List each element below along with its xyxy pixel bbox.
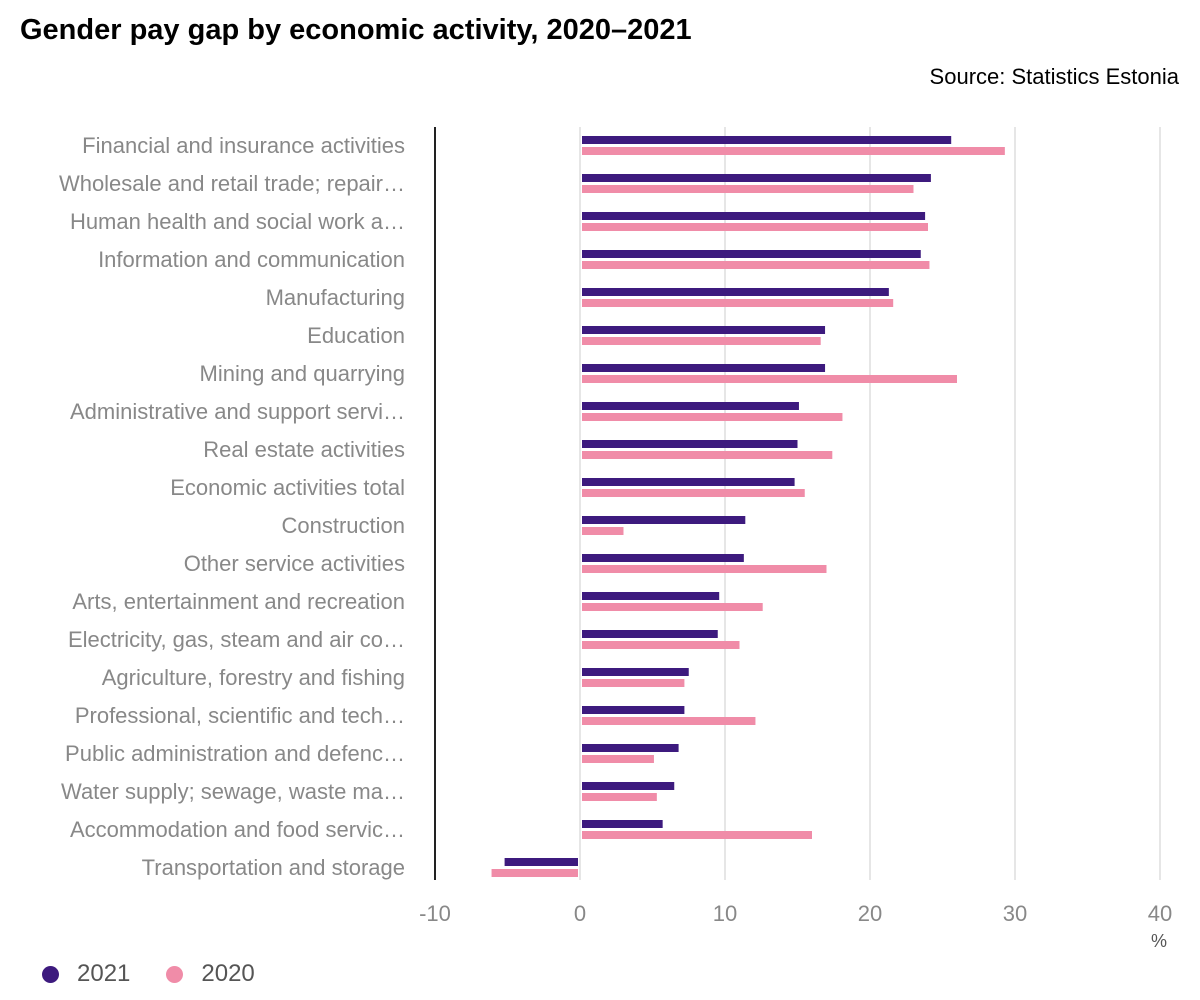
bar-2021 <box>582 212 926 220</box>
bar-2020 <box>582 375 957 383</box>
bar-2021 <box>582 668 689 676</box>
bar-2021 <box>582 174 931 182</box>
legend-swatch-2021 <box>42 965 59 983</box>
bar-2021 <box>582 554 744 562</box>
category-label: Manufacturing <box>266 285 405 310</box>
category-label: Accommodation and food servic… <box>70 817 405 842</box>
category-label: Administrative and support servi… <box>70 399 405 424</box>
category-label: Water supply; sewage, waste ma… <box>61 779 405 804</box>
x-tick-label: 40 <box>1148 901 1172 926</box>
legend-item-2021[interactable]: 2021 <box>42 960 130 988</box>
bar-2020 <box>582 299 894 307</box>
legend-label-2020: 2020 <box>201 960 255 987</box>
bar-2020 <box>582 489 805 497</box>
bar-2021 <box>582 516 746 524</box>
chart-title: Gender pay gap by economic activity, 202… <box>20 14 692 46</box>
category-label: Construction <box>281 513 405 538</box>
category-label: Financial and insurance activities <box>82 133 405 158</box>
category-label: Arts, entertainment and recreation <box>72 589 405 614</box>
bar-2020 <box>582 451 833 459</box>
category-label: Wholesale and retail trade; repair… <box>59 171 405 196</box>
bar-2020 <box>582 793 657 801</box>
legend-swatch-2020 <box>166 965 184 983</box>
bar-2021 <box>582 630 718 638</box>
x-tick-label: -10 <box>419 901 451 926</box>
bar-2020 <box>582 185 914 193</box>
bar-2020 <box>582 755 654 763</box>
category-label: Information and communication <box>98 247 405 272</box>
category-label: Economic activities total <box>170 475 405 500</box>
bar-2021 <box>582 402 799 410</box>
bar-2021 <box>582 440 798 448</box>
x-tick-label: 20 <box>858 901 882 926</box>
bar-2021 <box>582 288 889 296</box>
bar-2020 <box>582 717 756 725</box>
bar-2020 <box>582 831 812 839</box>
category-label: Education <box>307 323 405 348</box>
bar-2021 <box>582 478 795 486</box>
category-label: Other service activities <box>184 551 405 576</box>
x-tick-label: 10 <box>713 901 737 926</box>
bar-2021 <box>582 136 952 144</box>
legend-item-2020[interactable]: 2020 <box>166 960 255 988</box>
x-tick-label: 0 <box>574 901 586 926</box>
legend: 2021 2020 <box>42 960 255 988</box>
category-label: Agriculture, forestry and fishing <box>102 665 405 690</box>
bar-2021 <box>582 364 826 372</box>
category-label: Mining and quarrying <box>200 361 405 386</box>
bar-2020 <box>582 261 930 269</box>
source-note: Source: Statistics Estonia <box>929 64 1179 89</box>
bar-2020 <box>582 679 685 687</box>
bar-2021 <box>504 858 578 866</box>
category-label: Professional, scientific and tech… <box>75 703 405 728</box>
bar-2020 <box>582 337 821 345</box>
category-label: Transportation and storage <box>142 855 405 880</box>
bar-2021 <box>582 250 921 258</box>
bar-2020 <box>582 527 624 535</box>
bar-2020 <box>582 565 827 573</box>
bar-2021 <box>582 782 675 790</box>
bar-2020 <box>582 223 928 231</box>
bar-2021 <box>582 592 720 600</box>
bar-2020 <box>582 413 843 421</box>
category-label: Real estate activities <box>203 437 405 462</box>
legend-label-2021: 2021 <box>77 960 131 987</box>
bar-2021 <box>582 744 679 752</box>
category-label: Human health and social work a… <box>70 209 405 234</box>
bar-2020 <box>582 603 763 611</box>
bar-2021 <box>582 820 663 828</box>
bar-2021 <box>582 326 826 334</box>
x-axis-unit-label: % <box>1151 931 1167 951</box>
category-label: Public administration and defenc… <box>65 741 405 766</box>
bar-2021 <box>582 706 685 714</box>
category-label: Electricity, gas, steam and air co… <box>68 627 405 652</box>
bar-2020 <box>582 641 740 649</box>
bar-2020 <box>582 147 1005 155</box>
x-tick-label: 30 <box>1003 901 1027 926</box>
bar-2020 <box>491 869 578 877</box>
